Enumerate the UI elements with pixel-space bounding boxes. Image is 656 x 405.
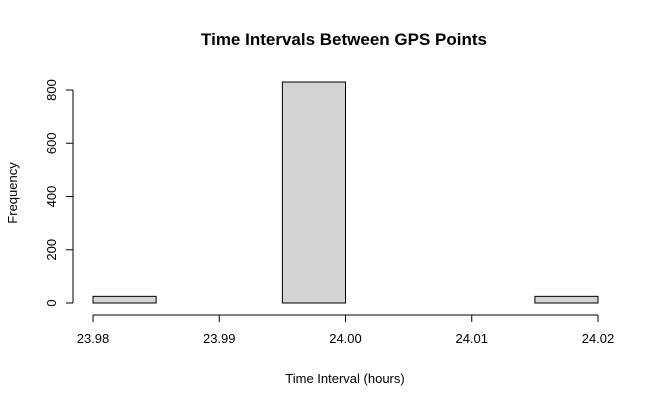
y-tick-label-1: 200 bbox=[44, 239, 59, 261]
y-tick-label-4: 800 bbox=[44, 79, 59, 101]
y-tick-label-3: 600 bbox=[44, 132, 59, 154]
histogram-bar-3 bbox=[281, 81, 346, 304]
bars-group bbox=[92, 81, 599, 304]
x-tick-label-2: 24.00 bbox=[329, 331, 362, 346]
x-axis: 23.98 23.99 24.00 24.01 24.02 bbox=[77, 314, 615, 346]
x-tick-label-3: 24.01 bbox=[455, 331, 488, 346]
x-axis-label: Time Interval (hours) bbox=[285, 371, 404, 386]
x-tick-label-4: 24.02 bbox=[582, 331, 615, 346]
y-axis: 0 200 400 600 800 bbox=[44, 79, 74, 307]
histogram-bar-0 bbox=[92, 295, 157, 304]
y-axis-label: Frequency bbox=[5, 162, 20, 224]
y-tick-label-0: 0 bbox=[44, 299, 59, 306]
y-tick-label-2: 400 bbox=[44, 186, 59, 208]
x-tick-label-0: 23.98 bbox=[77, 331, 110, 346]
x-tick-label-1: 23.99 bbox=[203, 331, 236, 346]
histogram-bar-7 bbox=[534, 295, 599, 304]
chart-title: Time Intervals Between GPS Points bbox=[201, 30, 487, 49]
